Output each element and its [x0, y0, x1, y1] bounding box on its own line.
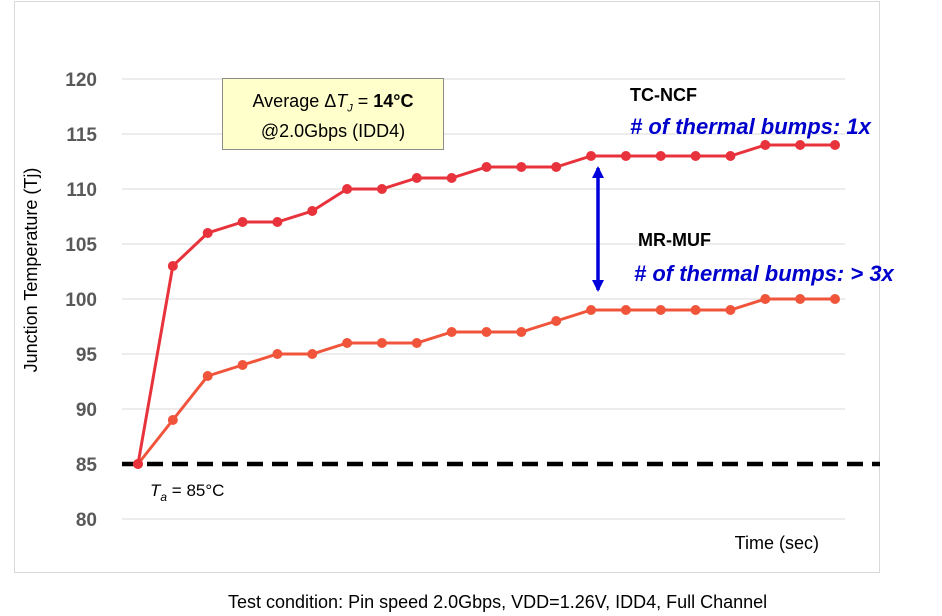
data-point-mr-muf: [272, 349, 283, 359]
data-point-tc-ncf: [760, 140, 771, 150]
data-point-tc-ncf: [620, 151, 631, 161]
data-point-tc-ncf: [307, 206, 318, 216]
data-point-tc-ncf: [586, 151, 597, 161]
test-condition-caption: Test condition: Pin speed 2.0Gbps, VDD=1…: [228, 592, 768, 612]
data-point-mr-muf: [446, 327, 457, 337]
data-point-mr-muf: [620, 305, 631, 315]
y-tick-label: 80: [76, 510, 97, 531]
data-point-tc-ncf: [516, 162, 527, 172]
data-point-tc-ncf: [237, 217, 248, 227]
y-axis-title: Junction Temperature (Tj): [21, 168, 41, 373]
data-point-mr-muf: [481, 327, 492, 337]
data-point-mr-muf: [760, 294, 771, 304]
data-point-mr-muf: [795, 294, 806, 304]
series-note-mr-muf: # of thermal bumps: > 3x: [634, 261, 895, 286]
data-point-tc-ncf: [551, 162, 562, 172]
data-point-tc-ncf: [411, 173, 422, 183]
annotation-line-2: @2.0Gbps (IDD4): [260, 120, 406, 141]
data-point-tc-ncf: [133, 459, 143, 469]
y-tick-label: 105: [65, 235, 97, 256]
data-point-mr-muf: [167, 415, 178, 425]
chart-frame: [14, 1, 880, 573]
data-point-tc-ncf: [481, 162, 492, 172]
data-point-mr-muf: [551, 316, 562, 326]
y-tick-label: 100: [65, 290, 97, 311]
y-tick-label: 85: [76, 455, 98, 476]
data-point-mr-muf: [307, 349, 318, 359]
series-label-tc-ncf: TC-NCF: [630, 85, 697, 105]
annotation-line-1: Average ΔTJ = 14°C: [252, 91, 414, 115]
data-point-mr-muf: [376, 338, 387, 348]
data-point-mr-muf: [342, 338, 353, 348]
series-layer: [133, 140, 840, 469]
y-tick-label: 115: [66, 125, 97, 146]
x-axis-title: Time (sec): [735, 533, 819, 553]
data-point-mr-muf: [237, 360, 248, 370]
data-point-tc-ncf: [830, 140, 840, 150]
y-tick-label: 110: [66, 180, 97, 201]
data-point-tc-ncf: [202, 228, 213, 238]
data-point-mr-muf: [586, 305, 597, 315]
data-point-mr-muf: [516, 327, 527, 337]
data-point-tc-ncf: [272, 217, 283, 227]
y-tick-label: 95: [76, 345, 98, 366]
series-label-mr-muf: MR-MUF: [638, 230, 711, 250]
series-line-mr-muf: [136, 297, 835, 465]
data-point-mr-muf: [411, 338, 422, 348]
data-point-mr-muf: [655, 305, 666, 315]
y-tick-label: 90: [76, 400, 97, 421]
data-point-tc-ncf: [446, 173, 457, 183]
annotation-box: Average ΔTJ = 14°C @2.0Gbps (IDD4): [222, 78, 444, 150]
data-point-tc-ncf: [167, 261, 178, 271]
y-tick-labels: 80 85 90 95 100 105 110 115 120: [65, 70, 97, 531]
y-tick-label: 120: [65, 70, 97, 91]
series-line-tc-ncf: [136, 143, 835, 465]
data-point-tc-ncf: [795, 140, 806, 150]
data-point-mr-muf: [202, 371, 213, 381]
data-point-mr-muf: [725, 305, 736, 315]
data-point-mr-muf: [690, 305, 701, 315]
data-point-tc-ncf: [725, 151, 736, 161]
data-point-tc-ncf: [342, 184, 353, 194]
series-note-tc-ncf: # of thermal bumps: 1x: [630, 114, 872, 139]
baseline-label: Ta = 85°C: [150, 481, 224, 504]
data-point-mr-muf: [830, 294, 840, 304]
data-point-tc-ncf: [376, 184, 387, 194]
data-point-tc-ncf: [655, 151, 666, 161]
data-point-tc-ncf: [690, 151, 701, 161]
